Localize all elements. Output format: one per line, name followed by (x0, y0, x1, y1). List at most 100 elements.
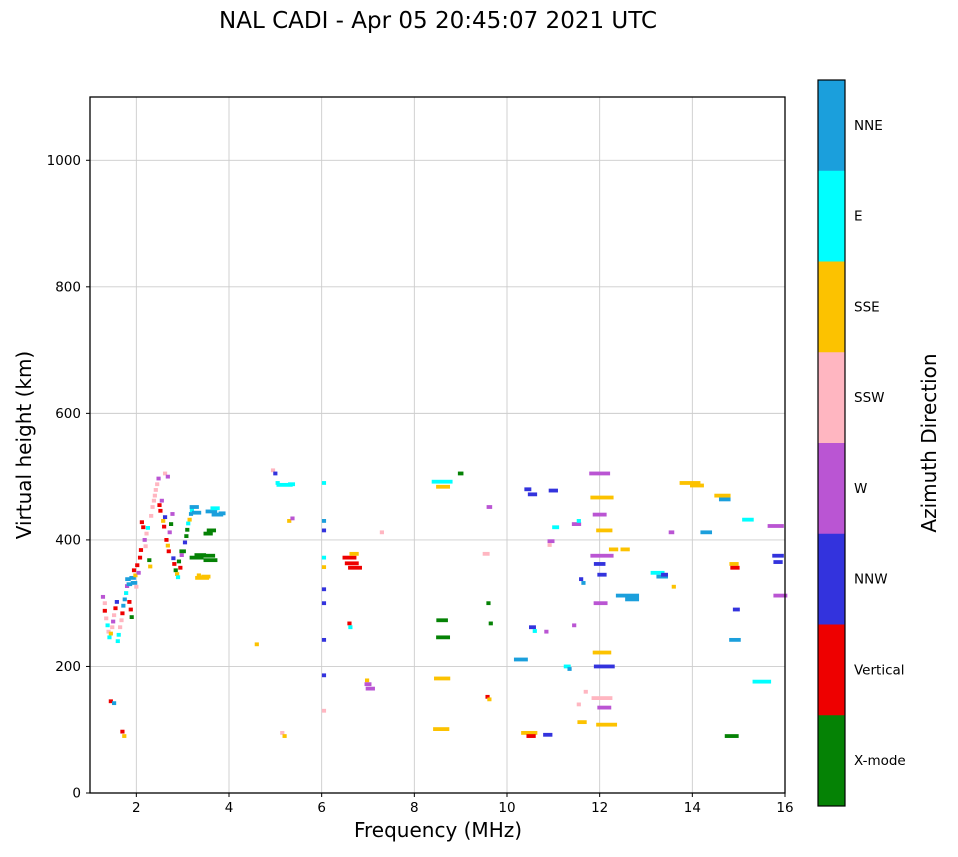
echo-mark (543, 732, 553, 737)
echo-mark (176, 559, 182, 564)
echo-mark (133, 573, 138, 578)
echo-mark (527, 492, 538, 497)
echo-mark (218, 511, 226, 516)
echo-mark (690, 483, 704, 488)
figure-title: NAL CADI - Apr 05 20:45:07 2021 UTC (219, 8, 657, 34)
echo-mark (105, 623, 110, 628)
colorbar-category-label: SSE (854, 299, 880, 315)
echo-mark (131, 568, 137, 573)
echo-mark (577, 720, 587, 725)
echo-mark (773, 593, 788, 598)
x-tick-label: 6 (317, 800, 326, 816)
echo-mark (152, 493, 157, 498)
echo-mark (581, 581, 586, 585)
echo-mark (344, 561, 359, 566)
echo-mark (127, 600, 132, 604)
echo-mark (187, 517, 192, 522)
echo-mark (592, 512, 607, 517)
echo-mark (615, 593, 640, 598)
echo-mark (188, 512, 194, 516)
echo-mark (590, 553, 614, 558)
colorbar-segment-nnw (818, 533, 845, 625)
echo-mark (487, 697, 492, 702)
echo-mark (102, 608, 107, 613)
echo-mark (189, 555, 204, 560)
echo-mark (136, 570, 141, 575)
echo-mark (321, 519, 327, 523)
echo-mark (119, 618, 124, 623)
x-axis-label: Frequency (MHz) (353, 818, 523, 842)
echo-mark (142, 538, 147, 542)
colorbar-category-label: SSW (854, 390, 885, 406)
echo-mark (162, 515, 168, 520)
echo-mark (145, 525, 151, 530)
echo-mark (161, 519, 166, 523)
echo-mark (186, 521, 191, 526)
echo-mark (364, 678, 370, 683)
echo-mark (276, 482, 293, 487)
echo-mark (172, 562, 177, 566)
echo-mark (205, 509, 218, 514)
x-tick-label: 10 (498, 800, 515, 816)
echo-mark (120, 611, 125, 616)
echo-mark (171, 556, 176, 561)
echo-mark (143, 544, 148, 549)
echo-mark (433, 727, 450, 731)
echo-mark (485, 694, 490, 699)
echo-mark (486, 601, 491, 606)
y-tick-label: 0 (72, 786, 81, 802)
x-tick-label: 16 (776, 800, 793, 816)
echo-mark (115, 639, 120, 644)
echo-mark (729, 637, 741, 642)
echo-mark (185, 527, 190, 532)
echo-mark (203, 531, 213, 536)
echo-mark (194, 553, 207, 557)
echo-mark (168, 522, 174, 526)
echo-mark (112, 613, 117, 618)
echo-mark (671, 584, 676, 589)
echo-mark (162, 471, 168, 476)
echo-mark (137, 555, 143, 560)
echo-mark (108, 699, 113, 704)
echo-mark (135, 563, 140, 568)
colorbar-category-label: E (854, 209, 863, 225)
echo-mark (767, 524, 784, 528)
echo-mark (321, 601, 327, 606)
echo-mark (129, 615, 134, 620)
echo-mark (273, 471, 278, 476)
echo-mark (572, 623, 577, 628)
echo-mark (148, 564, 153, 569)
echo-mark (592, 650, 612, 655)
echo-mark (175, 575, 181, 580)
y-tick-label: 800 (55, 279, 81, 295)
echo-mark (593, 601, 608, 606)
echo-mark (139, 520, 144, 525)
echo-mark (175, 572, 180, 576)
echo-mark (342, 555, 357, 560)
echo-mark (104, 616, 109, 621)
echo-mark (732, 607, 740, 612)
echo-mark (110, 625, 115, 630)
echo-mark (147, 558, 152, 563)
echo-mark (608, 547, 619, 552)
y-tick-label: 1000 (47, 153, 81, 169)
plot-frame (89, 96, 786, 794)
echo-mark (590, 495, 614, 500)
echo-mark (179, 549, 186, 554)
echo-mark (206, 528, 217, 533)
echo-mark (166, 549, 171, 554)
colorbar-segment-vertical (818, 624, 845, 716)
colorbar-category-label: Vertical (854, 662, 905, 678)
echo-mark (650, 570, 665, 575)
echo-mark (167, 530, 172, 535)
echo-mark (170, 512, 175, 516)
echo-mark (752, 679, 772, 684)
grid (90, 97, 786, 793)
echo-mark (121, 603, 126, 608)
echo-mark (729, 562, 739, 566)
colorbar-category-label: NNE (854, 118, 883, 134)
echo-mark (165, 543, 170, 548)
x-tick-label: 2 (132, 800, 141, 816)
axis-ticks (86, 159, 786, 797)
echo-mark (524, 487, 532, 492)
